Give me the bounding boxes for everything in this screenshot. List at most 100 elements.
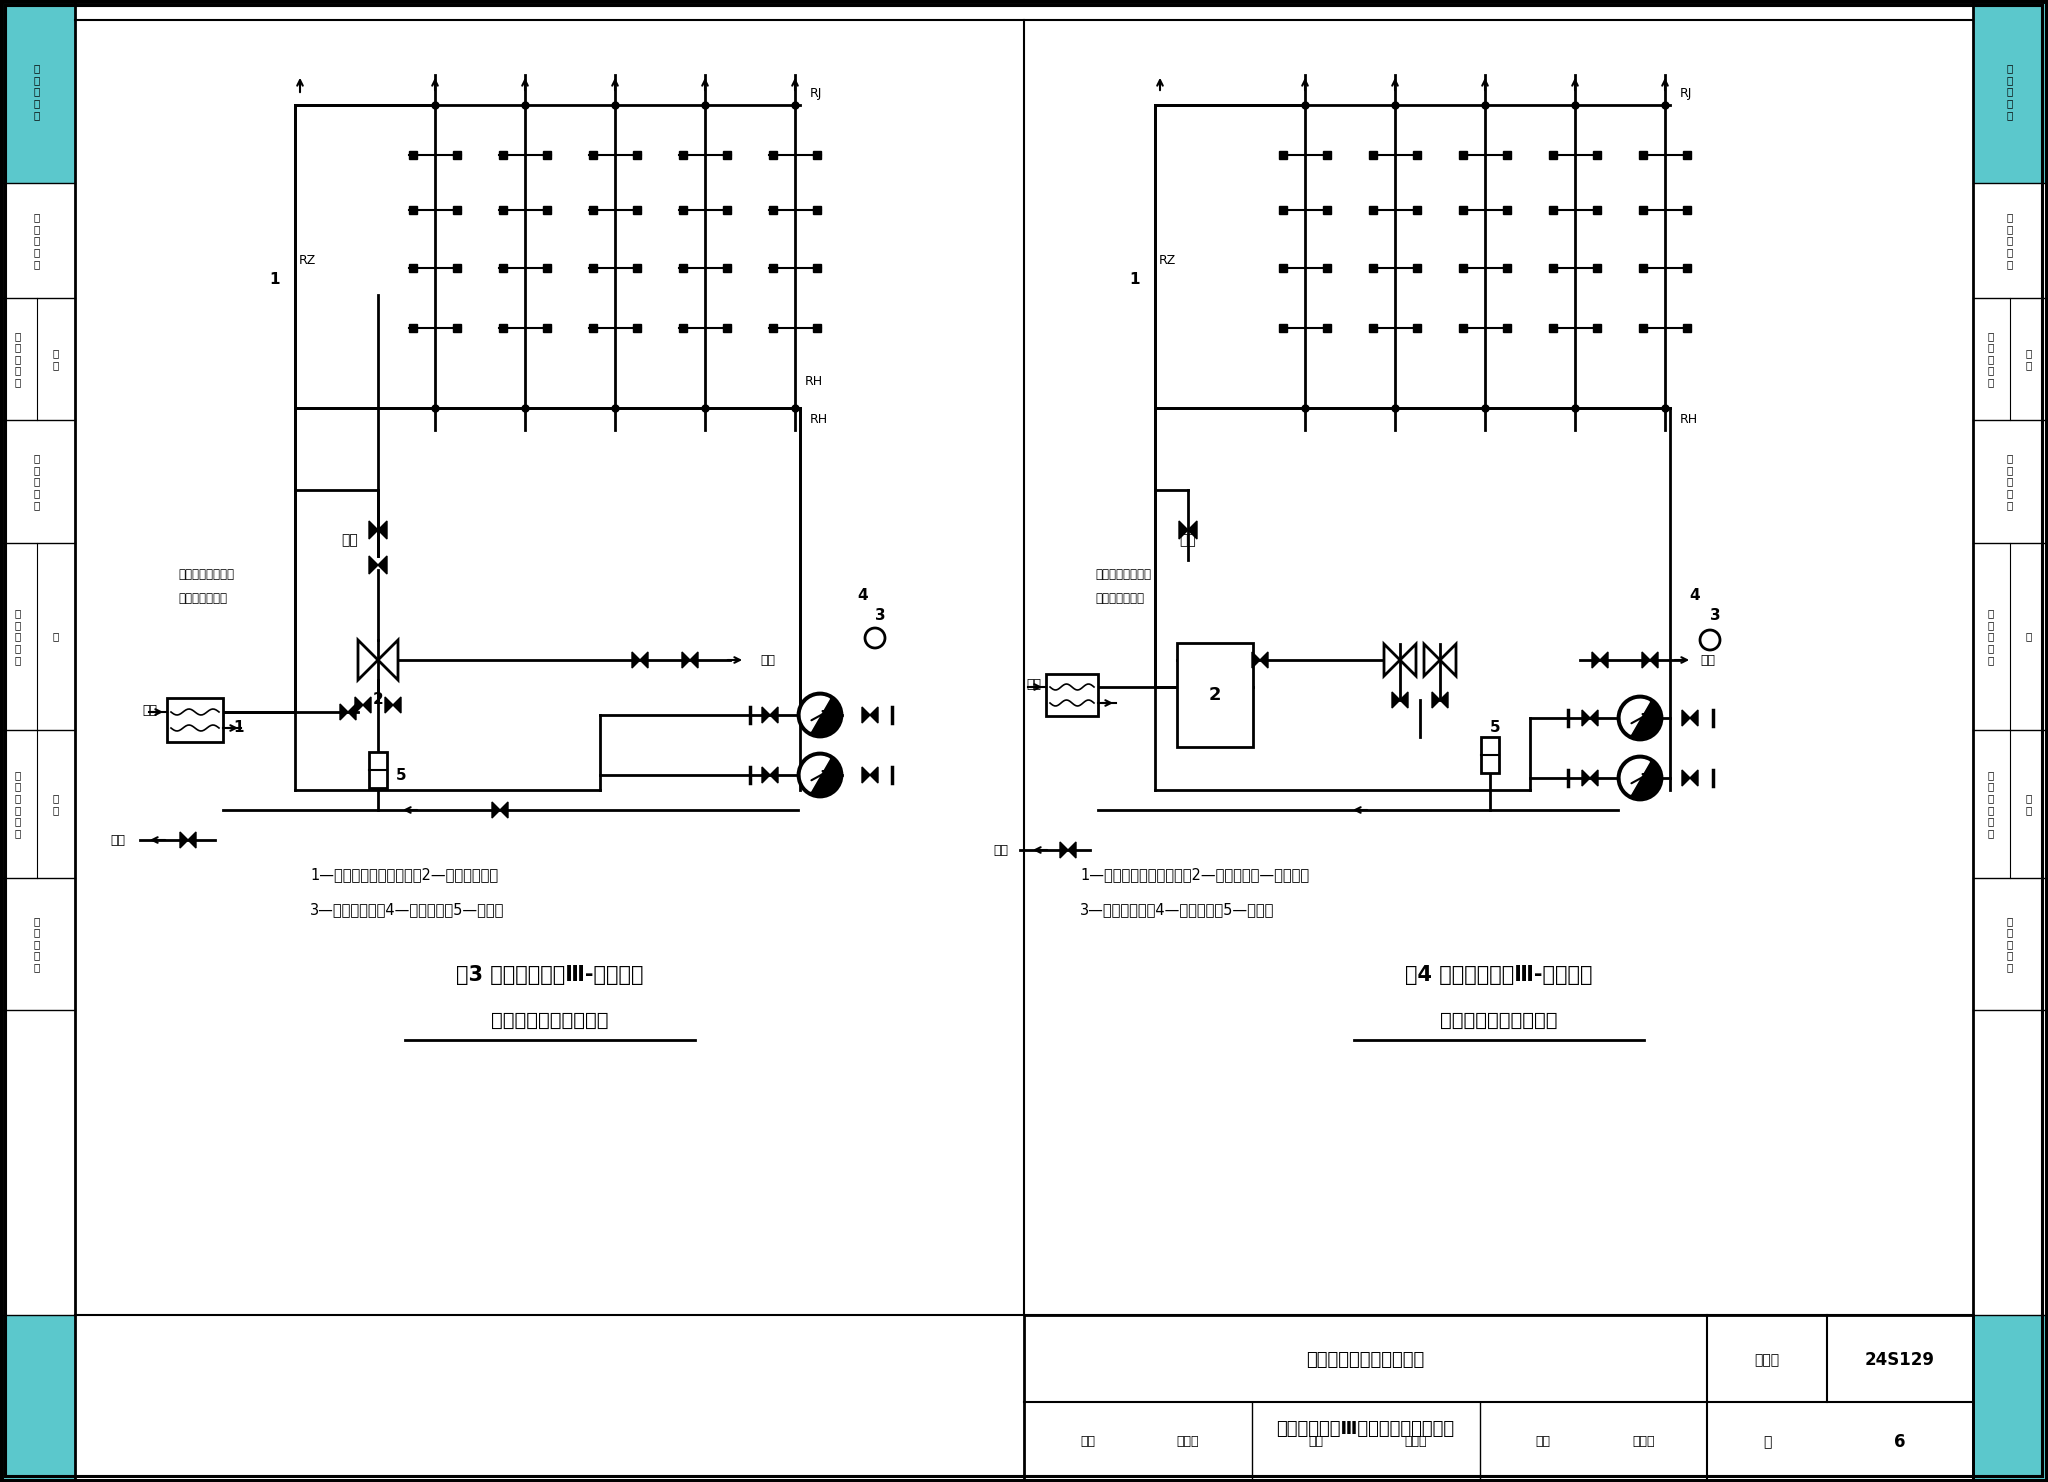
Bar — [813, 264, 821, 273]
Bar — [590, 264, 598, 273]
Text: 冷水: 冷水 — [111, 833, 125, 846]
Text: 立
式: 立 式 — [53, 793, 59, 815]
Bar — [0, 542, 76, 731]
Wedge shape — [801, 697, 829, 731]
Bar — [633, 151, 641, 159]
Text: 3: 3 — [1710, 608, 1720, 622]
Text: 图集号: 图集号 — [1755, 1353, 1780, 1366]
Polygon shape — [1681, 771, 1690, 785]
Polygon shape — [1581, 771, 1589, 785]
Text: 热力灭菌时开启: 热力灭菌时开启 — [1096, 591, 1145, 605]
Text: 1: 1 — [233, 720, 244, 735]
Bar — [1638, 151, 1647, 159]
Bar — [813, 151, 821, 159]
Bar — [1972, 0, 2048, 1482]
Text: 审核: 审核 — [1079, 1436, 1096, 1448]
Text: 电: 电 — [53, 631, 59, 642]
Bar — [1368, 325, 1376, 332]
Polygon shape — [354, 697, 362, 713]
Bar — [723, 325, 731, 332]
Polygon shape — [1591, 652, 1599, 668]
Bar — [1972, 1011, 2048, 1315]
Wedge shape — [801, 756, 829, 791]
Polygon shape — [1401, 692, 1409, 708]
Polygon shape — [1589, 710, 1597, 726]
Bar — [1413, 151, 1421, 159]
Text: 用于集中热水供应系统: 用于集中热水供应系统 — [1440, 1011, 1556, 1030]
Text: 5: 5 — [1489, 719, 1501, 735]
Polygon shape — [870, 707, 879, 723]
Polygon shape — [1432, 692, 1440, 708]
Bar — [1548, 206, 1556, 213]
Polygon shape — [1260, 652, 1268, 668]
Text: 恒
温
混
合
阀: 恒 温 混 合 阀 — [35, 64, 41, 120]
Bar — [1683, 151, 1692, 159]
Polygon shape — [1393, 692, 1401, 708]
Text: 页: 页 — [1763, 1435, 1772, 1449]
Text: 温
控
循
环
阀: 温 控 循 环 阀 — [2007, 212, 2013, 268]
Bar — [1503, 325, 1511, 332]
Bar — [1323, 325, 1331, 332]
Polygon shape — [1067, 842, 1075, 858]
Text: 正常运行时关闭，: 正常运行时关闭， — [178, 569, 233, 581]
Polygon shape — [500, 802, 508, 818]
Polygon shape — [1061, 842, 1067, 858]
Polygon shape — [340, 704, 348, 720]
Bar — [0, 0, 76, 1482]
Bar — [1280, 325, 1286, 332]
Bar — [543, 151, 551, 159]
Bar — [1458, 206, 1466, 213]
Bar — [1683, 264, 1692, 273]
Bar — [1503, 151, 1511, 159]
Text: 设计: 设计 — [1536, 1436, 1550, 1448]
Text: 常闭: 常闭 — [342, 534, 358, 547]
Bar — [410, 264, 418, 273]
Text: 立
式: 立 式 — [2025, 793, 2032, 815]
Polygon shape — [1581, 710, 1589, 726]
Bar — [410, 151, 418, 159]
Text: 3—温度传感器；4—循环水泵；5—膨胀罐: 3—温度传感器；4—循环水泵；5—膨胀罐 — [1079, 903, 1274, 917]
Polygon shape — [1440, 645, 1456, 676]
Bar — [1280, 264, 1286, 273]
Polygon shape — [1401, 645, 1415, 676]
Bar — [1638, 325, 1647, 332]
Text: 24S129: 24S129 — [1866, 1352, 1935, 1369]
Bar — [633, 206, 641, 213]
Bar — [410, 325, 418, 332]
Bar — [1593, 151, 1602, 159]
Bar — [1548, 151, 1556, 159]
Bar — [0, 877, 76, 1011]
Bar — [1323, 206, 1331, 213]
Polygon shape — [770, 707, 778, 723]
Polygon shape — [682, 652, 690, 668]
Bar — [543, 264, 551, 273]
Polygon shape — [1188, 522, 1196, 539]
Text: 胶
囊
膨
胀
罐: 胶 囊 膨 胀 罐 — [2007, 916, 2013, 972]
Bar — [1178, 643, 1253, 747]
Text: 热
水
循
环
泵: 热 水 循 环 泵 — [2007, 453, 2013, 510]
Polygon shape — [188, 831, 197, 848]
Text: RH: RH — [805, 375, 823, 388]
Text: 1: 1 — [1130, 273, 1141, 288]
Bar — [1503, 264, 1511, 273]
Polygon shape — [393, 697, 401, 713]
Bar — [1323, 264, 1331, 273]
Bar — [1413, 264, 1421, 273]
Text: 毒
热
水
专
用
消: 毒 热 水 专 用 消 — [14, 771, 20, 837]
Bar — [500, 264, 508, 273]
Circle shape — [1700, 630, 1720, 651]
Bar — [1972, 731, 2048, 877]
Text: 热力灭菌时开启: 热力灭菌时开启 — [178, 591, 227, 605]
Bar — [1413, 206, 1421, 213]
Polygon shape — [348, 704, 356, 720]
Text: RH: RH — [1679, 413, 1698, 425]
Bar — [1972, 542, 2048, 731]
Polygon shape — [1384, 645, 1401, 676]
Polygon shape — [1251, 652, 1260, 668]
Polygon shape — [369, 556, 379, 574]
Polygon shape — [362, 697, 371, 713]
Polygon shape — [1642, 652, 1651, 668]
Bar — [0, 1011, 76, 1315]
Bar — [0, 298, 76, 419]
Polygon shape — [1440, 692, 1448, 708]
